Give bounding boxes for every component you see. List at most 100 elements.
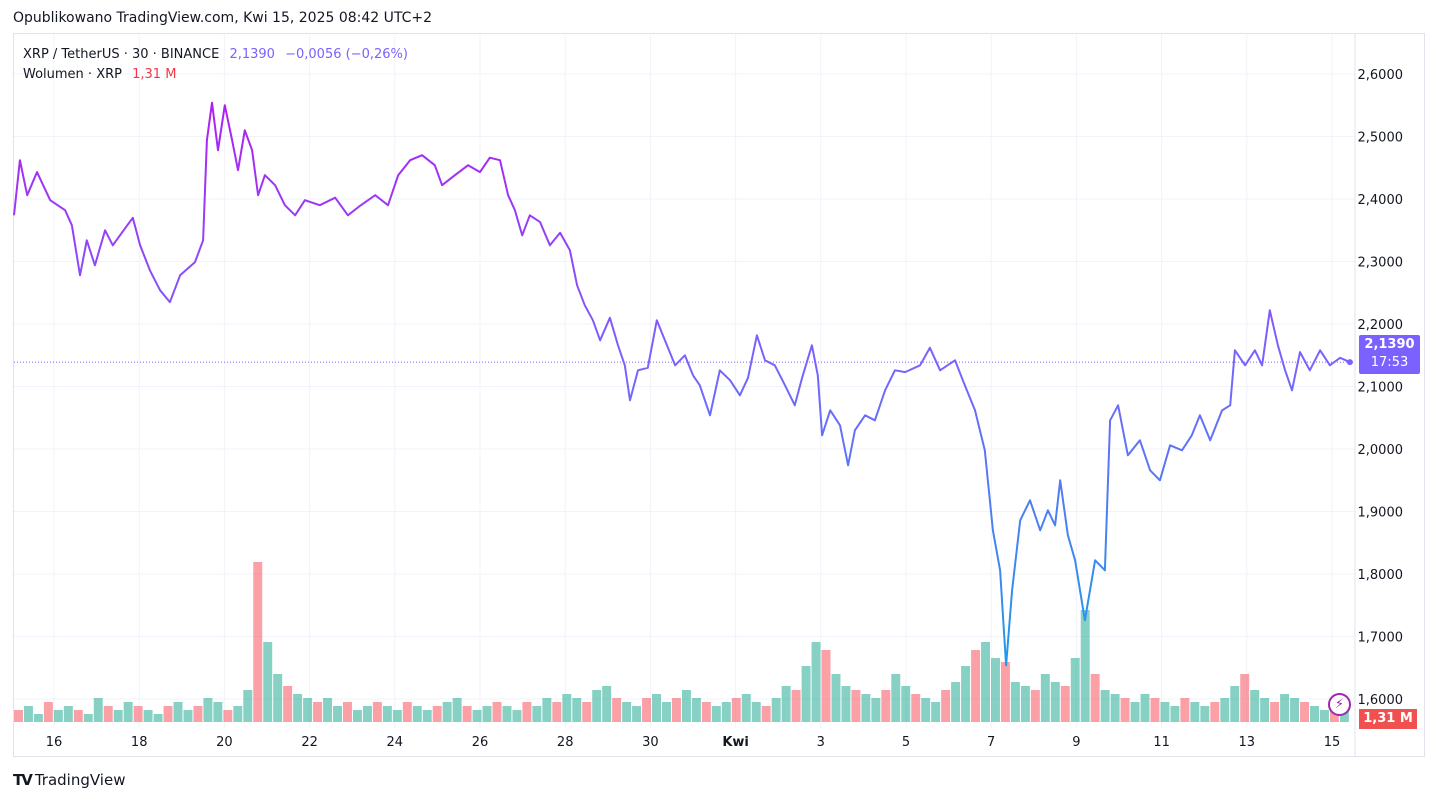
x-tick-label: 18 — [131, 735, 148, 750]
volume-bar — [1140, 694, 1150, 722]
volume-bar — [173, 702, 183, 722]
volume-bar — [183, 710, 193, 722]
volume-bar — [253, 562, 263, 722]
volume-bar — [412, 706, 422, 722]
volume-bar — [482, 706, 492, 722]
volume-bar — [442, 702, 452, 722]
x-tick-label: 16 — [46, 735, 63, 750]
volume-bar — [791, 690, 801, 722]
logo-text: TradingView — [34, 771, 126, 789]
volume-bar — [323, 698, 333, 722]
volume-bar — [1130, 702, 1140, 722]
volume-bar — [1250, 690, 1260, 722]
volume-bar — [1200, 706, 1210, 722]
volume-bar — [33, 714, 43, 722]
volume-bar — [542, 698, 552, 722]
volume-bar — [811, 642, 821, 722]
volume-bar — [851, 690, 861, 722]
volume-bar — [1080, 610, 1090, 722]
volume-bar — [701, 702, 711, 722]
volume-bar — [602, 686, 612, 722]
volume-bar — [612, 698, 622, 722]
volume-bar — [1020, 686, 1030, 722]
volume-bar — [153, 714, 163, 722]
x-tick-label: 13 — [1239, 735, 1256, 750]
volume-bar — [990, 658, 1000, 722]
volume-bar — [43, 702, 53, 722]
y-tick-label: 1,7000 — [1358, 631, 1404, 646]
y-tick-label: 1,9000 — [1358, 506, 1404, 521]
volume-bar — [1100, 690, 1110, 722]
volume-bar — [93, 698, 103, 722]
volume-bar — [1180, 698, 1190, 722]
x-tick-label: 20 — [216, 735, 233, 750]
volume-bar — [1300, 702, 1310, 722]
volume-bar — [103, 706, 113, 722]
x-tick-label: 7 — [987, 735, 995, 750]
x-tick-label: 5 — [902, 735, 910, 750]
x-tick-label: 15 — [1324, 735, 1341, 750]
volume-bar — [562, 694, 572, 722]
volume-bar — [342, 702, 352, 722]
volume-bar — [1319, 710, 1329, 722]
volume-bar — [1260, 698, 1270, 722]
volume-bar — [1310, 706, 1319, 722]
volume-bar — [1120, 698, 1130, 722]
volume-bar — [402, 702, 412, 722]
volume-bar — [572, 698, 582, 722]
price-tag-value: 2,1390 — [1364, 337, 1415, 352]
volume-bar — [1110, 694, 1120, 722]
symbol-label: XRP / TetherUS · 30 · BINANCE — [23, 47, 220, 62]
volume-legend[interactable]: Wolumen · XRP 1,31 M — [23, 65, 414, 85]
volume-bar — [1070, 658, 1080, 722]
volume-bar — [23, 706, 33, 722]
volume-bar — [73, 710, 83, 722]
time-axis[interactable]: 16 18 20 22 24 26 28 30 Kwi 3 5 7 9 11 13 15 — [46, 735, 1341, 750]
volume-bar — [552, 702, 562, 722]
volume-bar — [901, 686, 911, 722]
y-tick-label: 2,0000 — [1358, 443, 1404, 458]
volume-bar — [283, 686, 293, 722]
volume-label: Wolumen · XRP — [23, 67, 122, 82]
chart-frame — [13, 33, 1425, 757]
volume-bar — [721, 702, 731, 722]
y-tick-label: 2,2000 — [1358, 318, 1404, 333]
volume-bar — [14, 710, 23, 722]
volume-bar — [333, 706, 342, 722]
tradingview-logo[interactable]: TV TradingView — [13, 771, 125, 789]
volume-bar — [861, 694, 871, 722]
volume-bar — [981, 642, 990, 722]
volume-bar — [372, 702, 382, 722]
volume-bar — [313, 702, 323, 722]
volume-bar — [821, 650, 831, 722]
volume-bar — [941, 690, 951, 722]
lightning-icon[interactable]: ⚡ — [1328, 693, 1351, 716]
volume-bar — [293, 694, 303, 722]
tradingview-logo-icon: TV — [13, 771, 33, 789]
volume-bar — [1010, 682, 1020, 722]
price-change: −0,0056 (−0,26%) — [285, 47, 408, 62]
volume-bar — [1000, 662, 1010, 722]
y-tick-label: 1,6000 — [1358, 693, 1404, 708]
volume-bar — [1190, 702, 1200, 722]
volume-value: 1,31 M — [132, 67, 177, 82]
volume-bar — [263, 642, 273, 722]
volume-bar — [1030, 690, 1040, 722]
volume-bar — [532, 706, 542, 722]
volume-tag: 1,31 M — [1359, 709, 1417, 729]
volume-bar — [113, 710, 123, 722]
symbol-legend[interactable]: XRP / TetherUS · 30 · BINANCE 2,1390 −0,… — [23, 45, 414, 65]
price-axis[interactable]: 2,6000 2,5000 2,4000 2,3000 2,2000 2,1000 2,00… — [1358, 68, 1404, 708]
price-line — [13, 101, 1351, 667]
volume-bar — [273, 674, 283, 722]
volume-bar — [213, 702, 223, 722]
volume-bar — [1270, 702, 1280, 722]
volume-bar — [143, 710, 153, 722]
volume-bar — [741, 694, 751, 722]
volume-bar — [1290, 698, 1300, 722]
volume-bar — [133, 706, 143, 722]
volume-bar — [243, 690, 253, 722]
volume-bar — [921, 698, 931, 722]
x-tick-label: 28 — [557, 735, 574, 750]
